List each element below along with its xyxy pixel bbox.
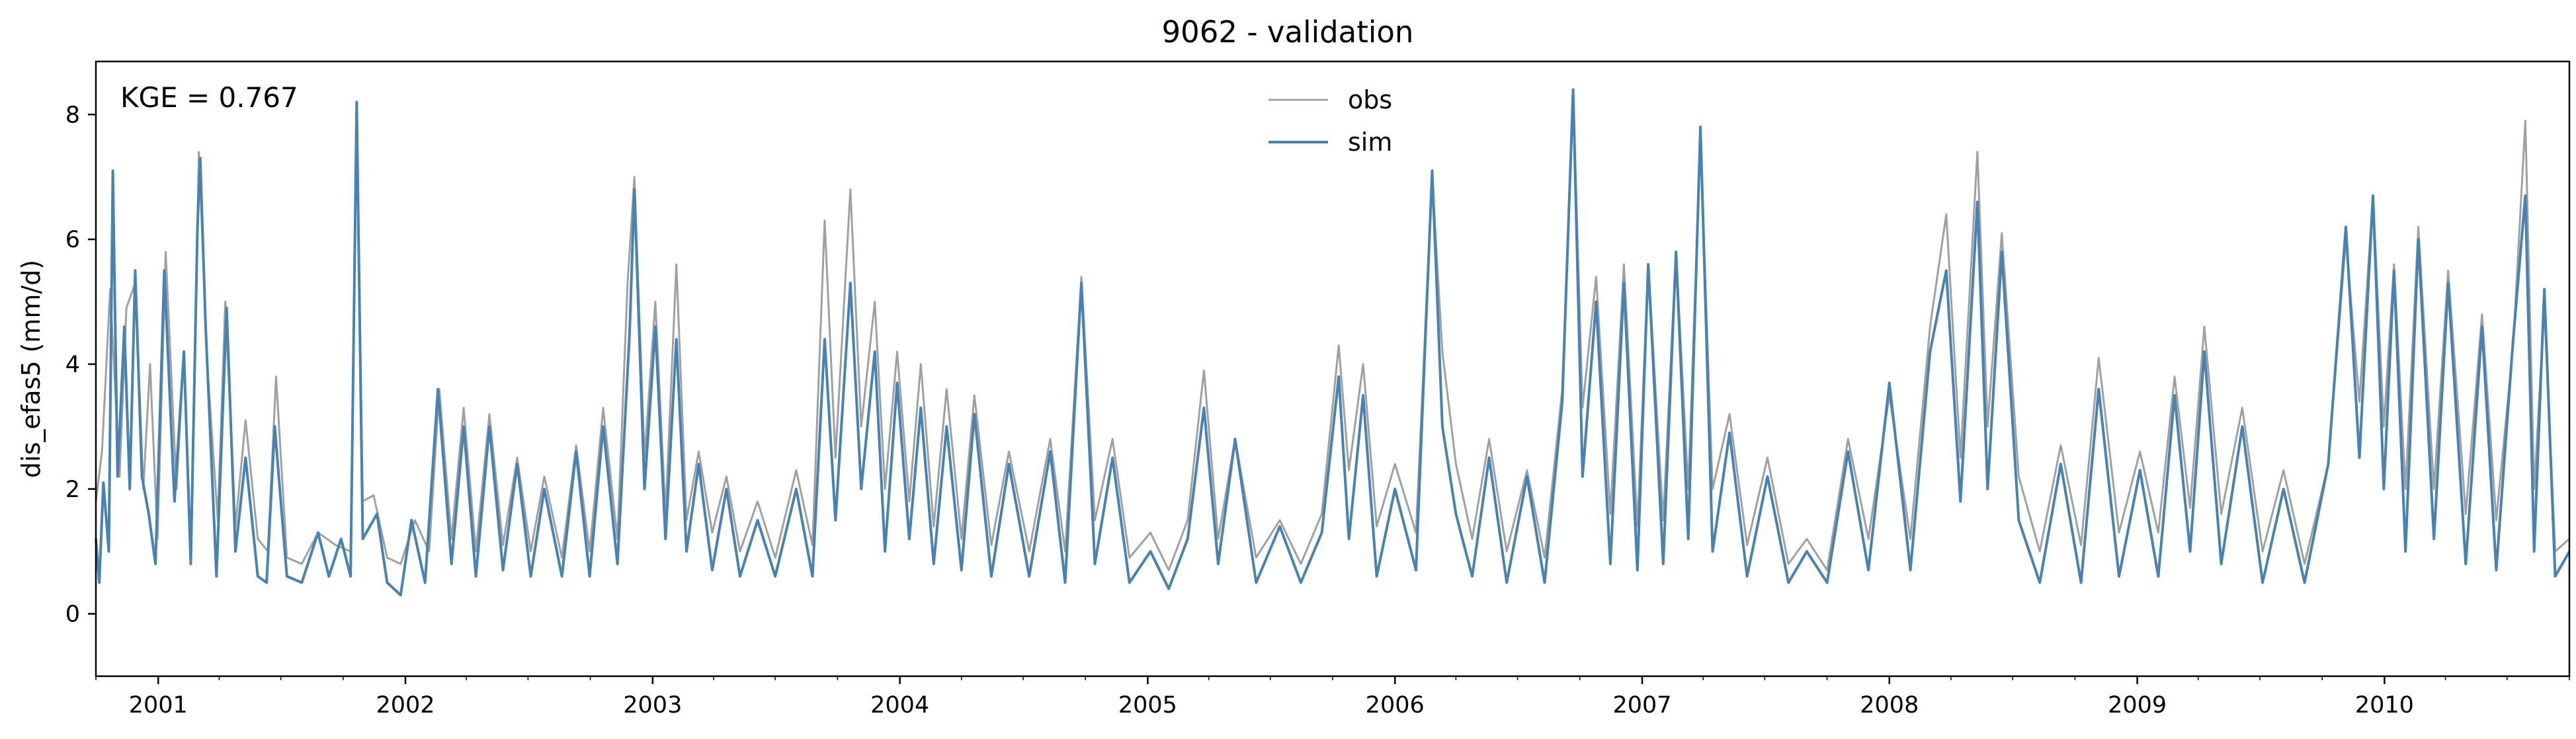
x-tick-label: 2007 (1612, 692, 1671, 719)
x-tick-label: 2004 (870, 692, 929, 719)
x-tick-label: 2009 (2108, 692, 2167, 719)
series-line-sim (95, 88, 2571, 597)
kge-annotation: KGE = 0.767 (120, 81, 298, 114)
legend-label-sim: sim (1348, 128, 1392, 157)
y-tick-label: 2 (65, 477, 80, 503)
y-tick-label: 0 (65, 602, 80, 628)
x-tick-label: 2008 (1860, 692, 1919, 719)
series-line-obs (95, 89, 2570, 571)
y-axis: 0 2 4 6 8 (65, 102, 96, 628)
legend-label-obs: obs (1348, 85, 1392, 114)
y-tick-label: 4 (65, 352, 80, 378)
legend: obs sim (1268, 85, 1392, 157)
x-tick-label: 2003 (623, 692, 682, 719)
x-axis: 2001 2002 2003 2004 2005 2006 2007 2008 2009 2010 (95, 676, 2570, 719)
x-tick-label: 2005 (1118, 692, 1177, 719)
x-tick-label: 2001 (129, 692, 188, 719)
x-tick-label: 2006 (1366, 692, 1425, 719)
y-tick-label: 8 (65, 102, 80, 128)
series-layer (95, 88, 2571, 597)
x-tick-label: 2010 (2355, 692, 2414, 719)
chart-title: 9062 - validation (1162, 15, 1414, 50)
y-tick-label: 6 (65, 227, 80, 253)
y-axis-label: dis_efas5 (mm/d) (17, 260, 46, 478)
x-tick-label: 2002 (376, 692, 435, 719)
